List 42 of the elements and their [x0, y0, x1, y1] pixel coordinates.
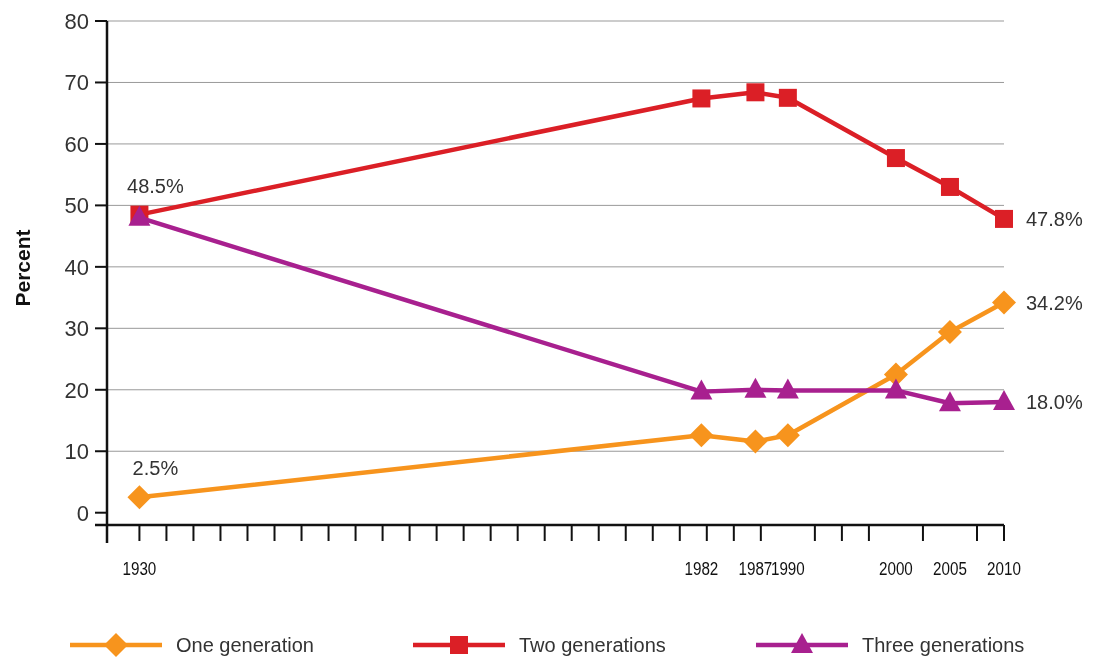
- point: [938, 391, 961, 412]
- point: [744, 377, 767, 398]
- point: [127, 485, 152, 510]
- point: [778, 88, 797, 107]
- point: [692, 89, 711, 108]
- point: [746, 83, 765, 102]
- x-tick-label: 2000: [879, 557, 913, 580]
- point: [776, 378, 799, 399]
- y-axis-title: Percent: [11, 229, 34, 307]
- point: [689, 423, 714, 448]
- point: [995, 209, 1013, 228]
- legend-label: One generation: [176, 634, 314, 656]
- point: [993, 390, 1015, 411]
- point: [992, 290, 1016, 315]
- y-tick-label: 60: [64, 131, 89, 157]
- x-tick-label: 2010: [987, 557, 1021, 580]
- data-label: 48.5%: [127, 174, 184, 197]
- data-label: 2.5%: [132, 457, 179, 480]
- point: [775, 423, 800, 448]
- x-tick-label: 1987: [738, 557, 773, 580]
- x-tick-label: 1982: [684, 557, 719, 580]
- legend-label: Three generations: [862, 634, 1025, 656]
- y-tick-label: 30: [64, 316, 89, 342]
- point: [690, 379, 713, 400]
- y-tick-label: 0: [76, 500, 89, 526]
- y-tick-label: 10: [64, 439, 89, 465]
- point: [937, 320, 962, 344]
- point: [940, 177, 959, 196]
- data-label: 34.2%: [1026, 291, 1083, 314]
- legend-label: Two generations: [519, 634, 666, 656]
- point: [884, 378, 907, 399]
- y-tick-label: 20: [64, 377, 89, 403]
- y-tick-label: 80: [64, 9, 89, 34]
- data-label: 18.0%: [1026, 391, 1083, 414]
- y-tick-label: 70: [64, 70, 89, 96]
- point: [743, 429, 768, 454]
- y-tick-label: 50: [64, 193, 89, 219]
- data-label: 47.8%: [1026, 207, 1083, 230]
- x-tick-label: 1930: [122, 557, 157, 580]
- y-tick-label: 40: [64, 254, 89, 280]
- x-tick-label: 2005: [933, 557, 967, 580]
- point: [886, 149, 905, 168]
